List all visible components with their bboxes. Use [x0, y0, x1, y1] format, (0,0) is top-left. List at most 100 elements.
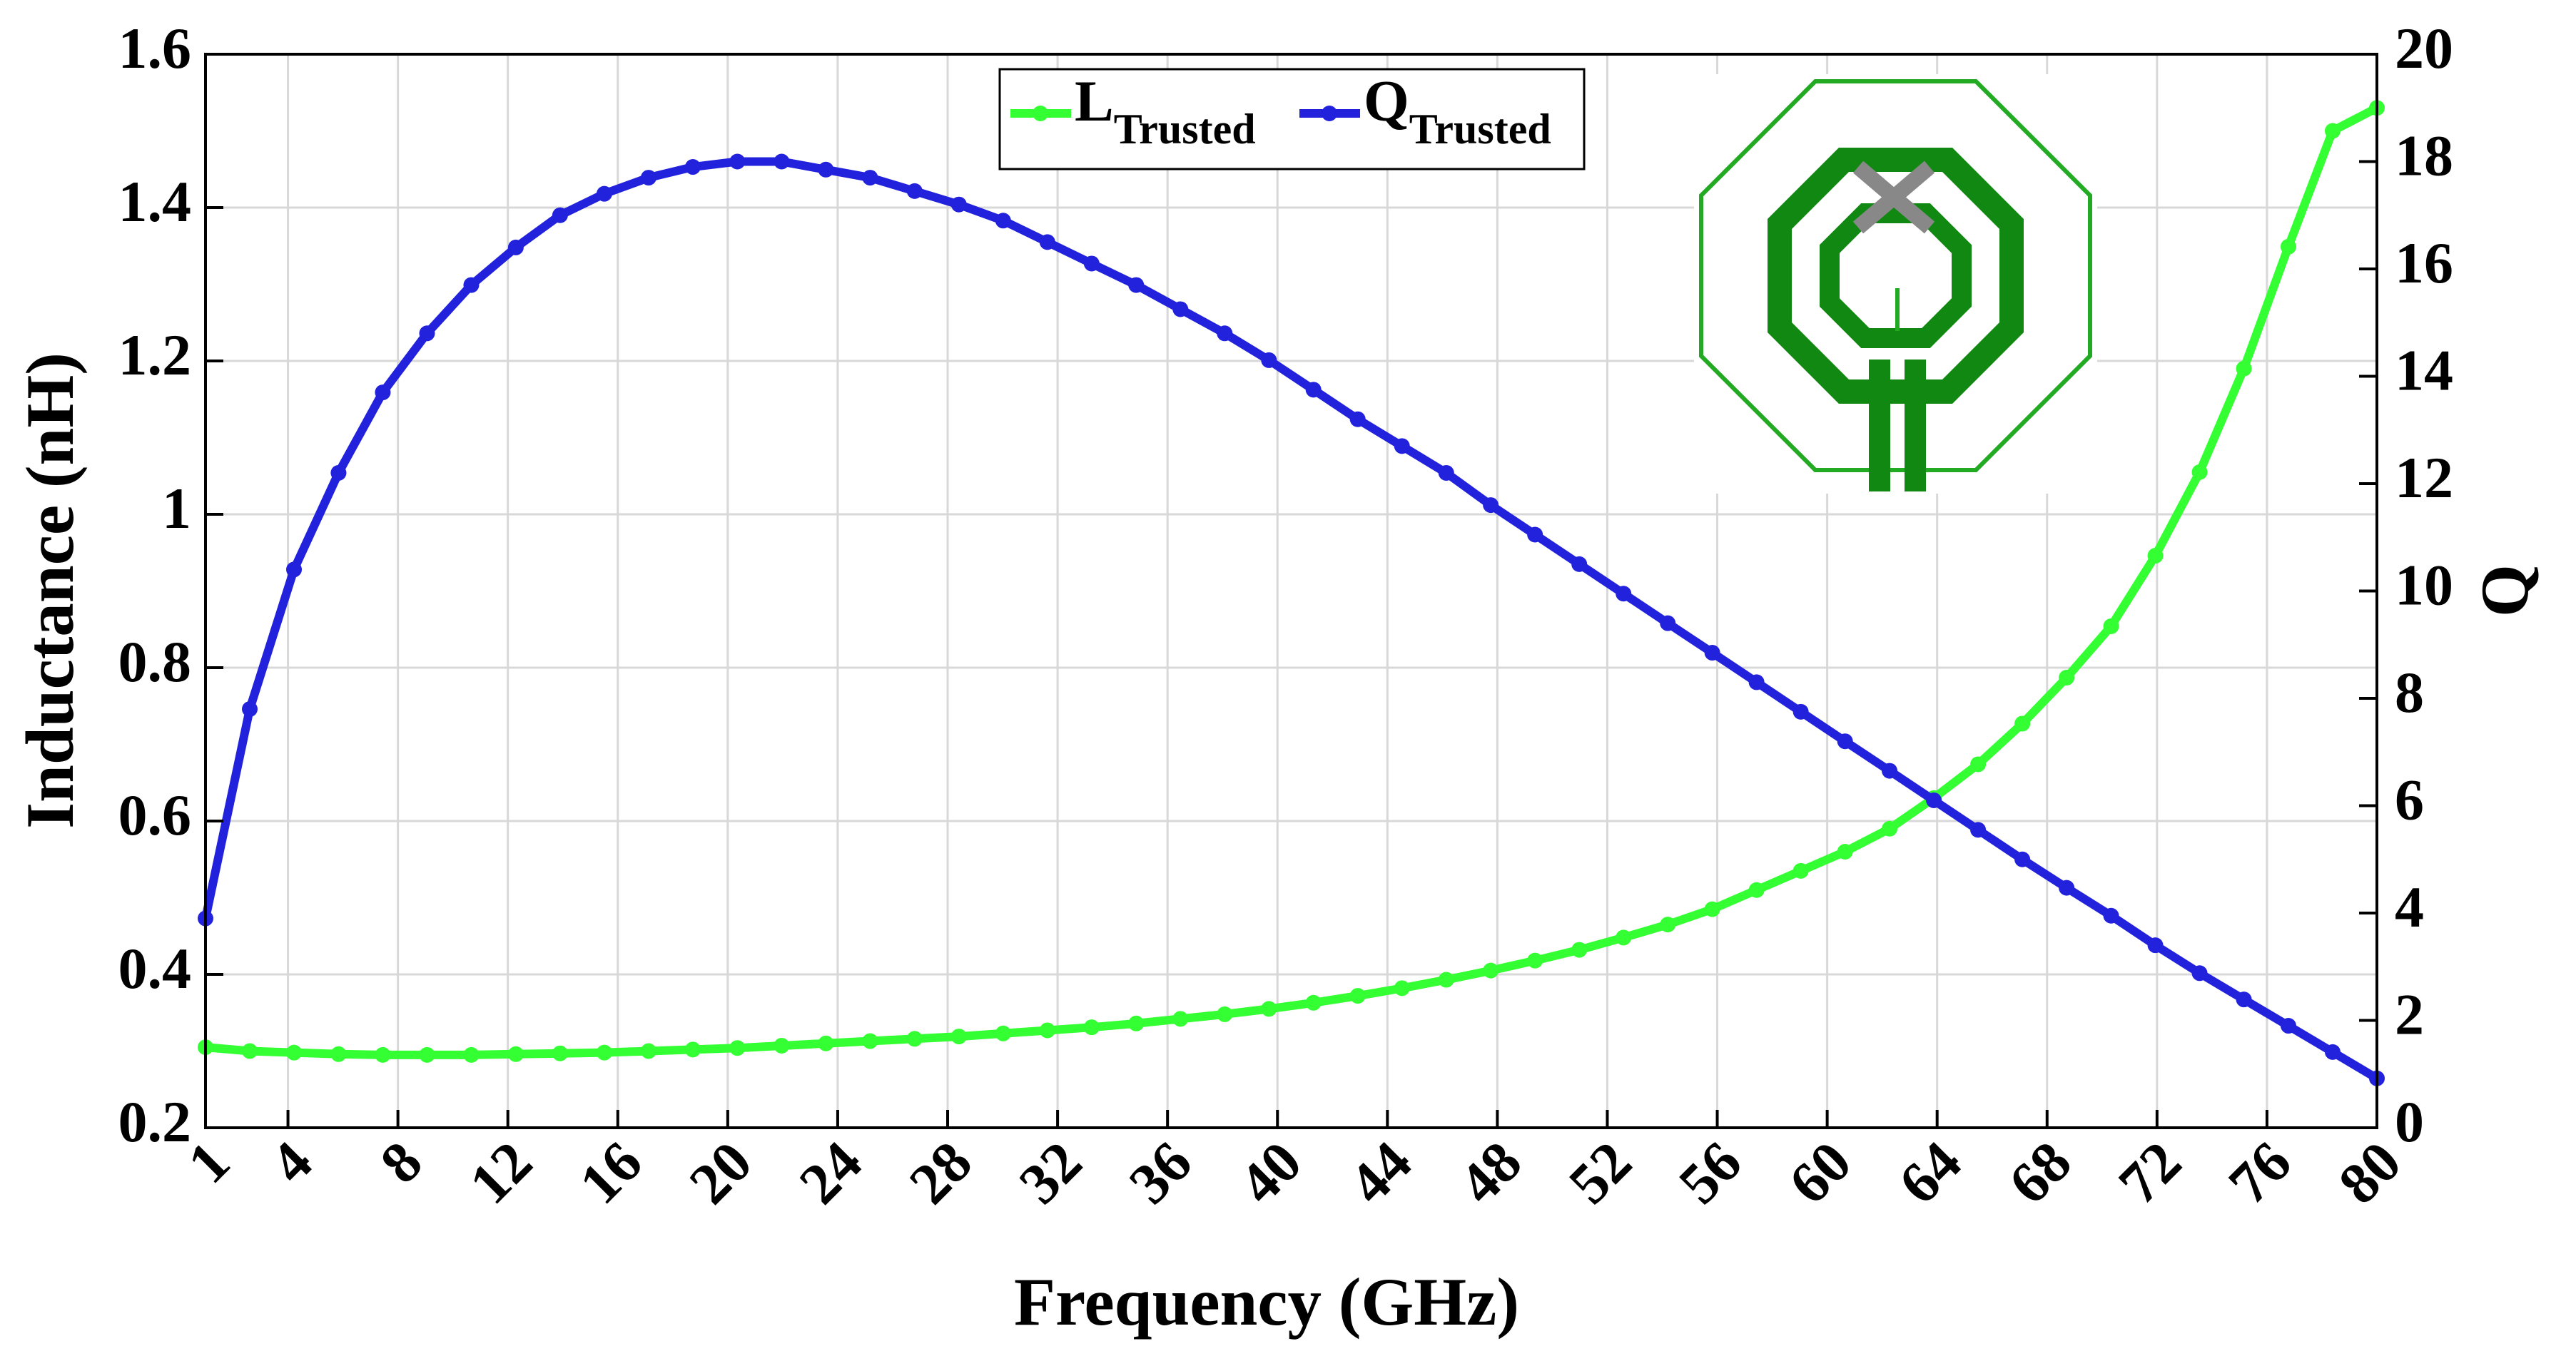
series-marker	[1305, 382, 1322, 398]
series-marker	[1970, 822, 1987, 838]
series-marker	[950, 1029, 967, 1045]
series-marker	[818, 1035, 834, 1051]
y2-tick-label: 20	[2395, 16, 2453, 81]
series-marker	[286, 1044, 303, 1061]
y-tick-label: 1.2	[118, 322, 192, 387]
series-marker	[1483, 497, 1499, 514]
series-marker	[596, 185, 612, 202]
lines	[198, 100, 2385, 1086]
series-marker	[2147, 548, 2164, 564]
series-marker	[1616, 929, 1632, 946]
axes: 0.20.40.60.811.21.41.6024681012141618201…	[118, 16, 2454, 1216]
series-marker	[2147, 937, 2164, 954]
y2-tick-label: 0	[2395, 1089, 2424, 1154]
series-marker	[2191, 965, 2208, 982]
series-marker	[1438, 972, 1454, 988]
y-tick-label: 1.6	[118, 16, 192, 81]
series-marker	[1926, 792, 1942, 808]
series-marker	[1172, 301, 1189, 317]
y-tick-label: 0.6	[118, 783, 192, 847]
y2-tick-label: 4	[2395, 875, 2424, 939]
series-marker	[1039, 1022, 1055, 1039]
series-marker	[1483, 962, 1499, 979]
series-marker	[1616, 586, 1632, 602]
series-line	[201, 157, 2380, 1082]
series-marker	[1748, 674, 1765, 690]
series-marker	[242, 701, 258, 718]
series-marker	[1128, 277, 1145, 293]
y-tick-label: 1.4	[118, 169, 192, 234]
series-marker	[1128, 1015, 1145, 1031]
series-marker	[1792, 703, 1809, 720]
series-marker	[330, 464, 347, 481]
series-marker	[1660, 615, 1676, 631]
y2-tick-label: 8	[2395, 660, 2424, 725]
series-marker	[1837, 844, 1853, 860]
series-marker	[950, 196, 967, 213]
lead-left	[1869, 360, 1890, 491]
series-marker	[774, 1037, 790, 1054]
legend-box	[998, 68, 1586, 170]
series-marker	[729, 153, 746, 170]
series-marker	[1394, 438, 1410, 454]
series-marker	[2103, 907, 2119, 924]
series-marker	[1261, 1001, 1277, 1017]
y2-tick-label: 6	[2395, 767, 2424, 832]
series-marker	[2103, 618, 2119, 634]
legend: LTrusted QTrusted	[998, 68, 1586, 170]
y-tick-label: 0.4	[118, 936, 192, 1001]
series-marker	[1970, 756, 1987, 773]
series-marker	[286, 561, 303, 578]
legend-subscript: Trusted	[1409, 106, 1551, 153]
legend-marker	[1033, 106, 1048, 121]
series-marker	[375, 1046, 391, 1063]
series-marker	[330, 1046, 347, 1062]
series-marker	[1527, 526, 1543, 543]
series-marker	[2014, 851, 2031, 867]
y2-tick-label: 16	[2395, 230, 2453, 295]
series-marker	[1438, 464, 1454, 481]
series-marker	[640, 170, 656, 186]
series-marker	[2236, 360, 2252, 377]
series-marker	[375, 384, 391, 401]
inductor-inset	[1694, 74, 2097, 494]
series-marker	[2191, 464, 2208, 480]
series-marker	[1527, 952, 1543, 969]
series-marker	[2280, 1018, 2296, 1034]
series-marker	[640, 1043, 656, 1059]
y2-tick-label: 12	[2395, 445, 2453, 510]
inset-background	[1694, 74, 2097, 494]
series-marker	[1261, 352, 1277, 368]
y2-tick-label: 14	[2395, 337, 2453, 402]
y2-tick-label: 18	[2395, 123, 2453, 188]
series-marker	[507, 239, 524, 255]
y-tick-label: 0.8	[118, 629, 192, 694]
series-marker	[1660, 917, 1676, 933]
series-marker	[1837, 733, 1853, 750]
y2-tick-label: 10	[2395, 552, 2453, 617]
legend-marker	[1322, 106, 1337, 121]
series-marker	[818, 161, 834, 178]
series-marker	[1349, 411, 1366, 427]
legend-subscript: Trusted	[1114, 106, 1256, 153]
series-marker	[419, 325, 435, 342]
series-marker	[1039, 234, 1055, 250]
series-marker	[242, 1043, 258, 1059]
legend-name: L	[1075, 68, 1114, 133]
y2-tick-label: 2	[2395, 982, 2424, 1046]
series-marker	[596, 1044, 612, 1061]
y-tick-label: 0.2	[118, 1089, 192, 1154]
series-marker	[1083, 1019, 1100, 1036]
series-marker	[2280, 238, 2296, 255]
y-axis-label: Inductance (nH)	[12, 352, 88, 829]
y-tick-label: 1	[162, 476, 191, 541]
outer-turn	[1699, 79, 2092, 472]
series-marker	[1792, 862, 1809, 879]
series-marker	[1704, 901, 1720, 917]
series-marker	[995, 1025, 1011, 1041]
series-marker	[1217, 325, 1233, 342]
series-marker	[419, 1046, 435, 1063]
series-marker	[507, 1046, 524, 1062]
series-marker	[1083, 255, 1100, 272]
